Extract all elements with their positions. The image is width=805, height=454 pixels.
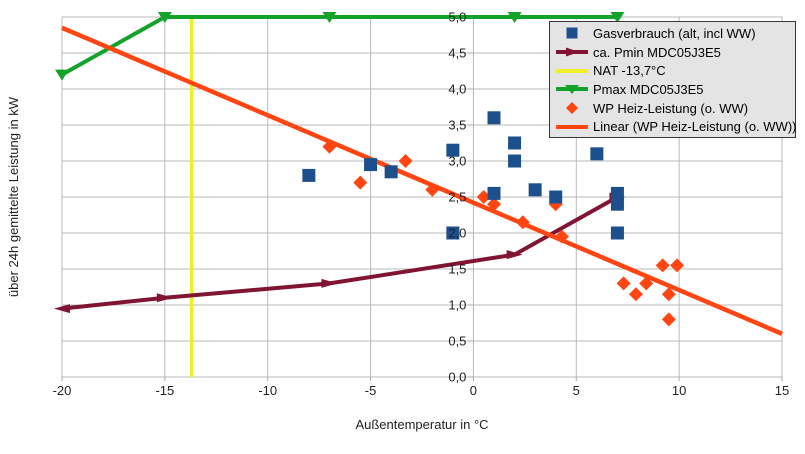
legend-label: NAT -13,7°C <box>593 63 666 79</box>
gasverbrauch-point <box>364 158 378 172</box>
gasverbrauch-point <box>528 183 542 197</box>
x-tick-label: 5 <box>573 383 580 398</box>
legend: Gasverbrauch (alt, incl WW) ca. Pmin MDC… <box>549 21 796 138</box>
legend-label: Pmax MDC05J3E5 <box>593 81 704 97</box>
x-tick-label: 0 <box>470 383 477 398</box>
wp-point <box>398 154 413 168</box>
x-tick-label: -15 <box>155 383 174 398</box>
gasverbrauch-point <box>508 136 522 150</box>
wp-point <box>476 190 491 204</box>
legend-item-gasverbrauch: Gasverbrauch (alt, incl WW) <box>555 24 795 43</box>
gasverbrauch-point <box>302 168 316 182</box>
legend-marker-wp-icon <box>555 100 589 116</box>
legend-marker-pmin-icon <box>555 44 589 60</box>
gasverbrauch-point <box>487 186 501 200</box>
gasverbrauch-point <box>610 186 624 200</box>
legend-item-linear: Linear (WP Heiz-Leistung (o. WW)) <box>555 117 797 136</box>
y-tick-label: 3,0 <box>448 154 466 169</box>
pmax-line <box>61 15 618 77</box>
pmin-point <box>156 293 173 303</box>
gasverbrauch-point <box>590 147 604 161</box>
x-tick-label: -20 <box>53 383 72 398</box>
gasverbrauch-point <box>610 226 624 240</box>
gasverbrauch-point <box>384 165 398 179</box>
y-tick-label: 4,0 <box>448 82 466 97</box>
pmin-point <box>54 304 70 314</box>
y-tick-label: 5,0 <box>448 10 466 25</box>
gasverbrauch-point <box>487 111 501 125</box>
linear-line <box>61 25 783 336</box>
y-tick-label: 2,5 <box>448 190 466 205</box>
y-tick-label: 1,0 <box>448 298 466 313</box>
gasverbrauch-point <box>610 197 624 211</box>
y-axis-title: über 24h gemittelte Leistung in kW <box>6 96 21 298</box>
wp-point <box>661 287 676 302</box>
legend-item-pmin: ca. Pmin MDC05J3E5 <box>555 43 795 62</box>
pmin-line <box>61 195 619 311</box>
pmin-point <box>506 250 523 260</box>
legend-marker-gasverbrauch-icon <box>555 25 589 41</box>
gasverbrauch-point <box>446 143 460 157</box>
x-tick-label: -10 <box>258 383 277 398</box>
legend-item-pmax: Pmax MDC05J3E5 <box>555 80 795 99</box>
y-tick-label: 0,5 <box>448 334 466 349</box>
pmax-point <box>610 12 625 23</box>
pmax-point <box>55 69 69 81</box>
legend-item-nat: NAT -13,7°C <box>555 61 795 80</box>
gasverbrauch-point <box>446 226 460 240</box>
legend-item-wp: WP Heiz-Leistung (o. WW) <box>555 99 795 118</box>
pmax-point <box>157 12 172 23</box>
y-tick-label: 3,5 <box>448 118 466 133</box>
legend-label: ca. Pmin MDC05J3E5 <box>593 44 721 60</box>
legend-marker-linear-icon <box>555 119 589 135</box>
legend-label: WP Heiz-Leistung (o. WW) <box>593 100 749 116</box>
legend-marker-pmax-icon <box>555 81 589 97</box>
legend-marker-nat-icon <box>555 63 589 79</box>
pmax-point <box>322 12 337 23</box>
wp-point <box>628 287 643 302</box>
legend-label: Linear (WP Heiz-Leistung (o. WW)) <box>593 119 797 135</box>
wp-point <box>353 175 368 190</box>
x-axis-title: Außentemperatur in °C <box>355 417 489 432</box>
x-tick-label: 10 <box>672 383 686 398</box>
pmax-point <box>507 12 522 23</box>
wp-point <box>655 258 670 273</box>
legend-label: Gasverbrauch (alt, incl WW) <box>593 25 756 41</box>
pmin-point <box>321 278 338 288</box>
gasverbrauch-point <box>508 154 522 168</box>
y-tick-label: 1,5 <box>448 262 466 277</box>
wp-point <box>661 312 676 327</box>
x-tick-label: -5 <box>365 383 377 398</box>
gasverbrauch-point <box>549 190 563 204</box>
y-tick-label: 0,0 <box>448 370 466 385</box>
y-tick-label: 4,5 <box>448 46 466 61</box>
wp-point <box>670 258 685 273</box>
wp-point <box>616 276 631 291</box>
y-tick-label: 2,0 <box>448 226 466 241</box>
x-tick-label: 15 <box>775 383 789 398</box>
